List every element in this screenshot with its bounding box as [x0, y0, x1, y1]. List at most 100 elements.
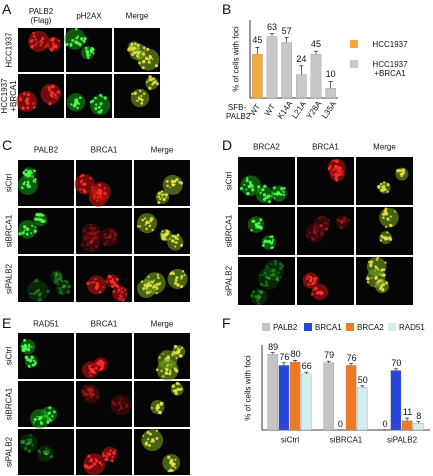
focus [98, 110, 102, 114]
focus [65, 43, 69, 46]
focus [273, 259, 277, 263]
focus [25, 97, 30, 101]
focus [26, 106, 30, 110]
focus [109, 449, 112, 452]
focus [162, 352, 165, 355]
focus [76, 106, 79, 110]
focus [25, 232, 29, 236]
row-label: HCC1937 +BRCA1 [0, 78, 18, 114]
focus [239, 187, 244, 191]
focus [310, 236, 314, 239]
focus [87, 56, 90, 59]
focus [109, 235, 113, 239]
focus [73, 102, 77, 107]
focus [26, 93, 31, 97]
focus [47, 451, 51, 454]
focus [307, 283, 311, 286]
focus [34, 217, 38, 221]
focus [36, 290, 39, 292]
micrograph [18, 256, 74, 302]
focus [77, 35, 80, 38]
focus [23, 225, 27, 229]
focus [151, 58, 154, 60]
focus [167, 455, 171, 459]
focus [176, 381, 179, 385]
focus [144, 56, 149, 61]
focus [61, 284, 66, 288]
focus [271, 240, 274, 243]
focus [171, 234, 175, 238]
focus [30, 346, 33, 348]
focus [125, 405, 128, 408]
focus [83, 393, 86, 396]
focus [104, 236, 108, 240]
focus [97, 105, 101, 109]
focus [95, 186, 97, 189]
legend-swatch [388, 323, 396, 331]
focus [91, 364, 94, 366]
focus [148, 443, 152, 447]
focus [100, 190, 103, 193]
focus [38, 288, 41, 291]
focus [89, 100, 93, 104]
focus [120, 290, 123, 294]
focus [95, 285, 99, 289]
focus [336, 218, 340, 222]
focus [131, 48, 134, 52]
focus [279, 266, 283, 270]
focus [44, 452, 47, 456]
focus [120, 295, 123, 298]
focus [95, 459, 99, 463]
focus [321, 224, 324, 227]
focus [89, 223, 93, 226]
focus [385, 281, 389, 285]
focus [259, 191, 262, 194]
focus [264, 283, 269, 287]
focus [26, 438, 30, 442]
focus [320, 232, 324, 236]
focus [88, 364, 92, 368]
focus [307, 275, 310, 278]
focus [22, 92, 26, 96]
focus [157, 201, 161, 205]
focus [265, 195, 269, 200]
focus [54, 271, 59, 276]
focus [259, 274, 262, 277]
error-bar [405, 417, 410, 421]
focus [402, 170, 405, 173]
focus [267, 277, 270, 280]
focus [48, 449, 51, 452]
focus [91, 392, 95, 397]
focus [92, 281, 95, 284]
focus [312, 230, 316, 234]
nucleus [81, 223, 101, 243]
focus [380, 235, 383, 237]
focus [148, 284, 153, 288]
focus [96, 241, 100, 244]
bar [301, 373, 312, 431]
focus [86, 397, 89, 400]
focus [148, 54, 152, 58]
focus [250, 229, 253, 232]
focus [101, 364, 105, 368]
focus [89, 241, 93, 244]
focus [66, 290, 71, 294]
bar [310, 53, 322, 99]
focus [282, 190, 285, 193]
focus [25, 442, 29, 446]
focus [375, 258, 379, 262]
nucleus [55, 279, 71, 295]
bar [325, 88, 336, 99]
legend-swatch [346, 323, 354, 331]
focus [385, 225, 388, 229]
focus [306, 234, 309, 237]
focus [179, 354, 183, 358]
nucleus [305, 223, 325, 243]
focus [386, 217, 390, 221]
focus [102, 286, 105, 289]
focus [379, 273, 382, 276]
focus [177, 350, 180, 354]
nucleus [37, 445, 54, 462]
focus [143, 92, 146, 95]
